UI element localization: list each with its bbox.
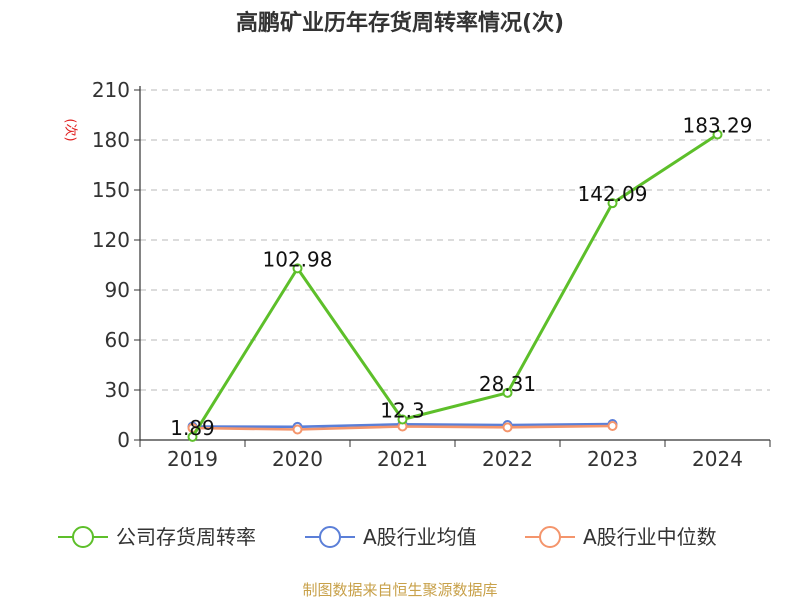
data-label: 28.31: [479, 372, 536, 396]
legend-item[interactable]: A股行业均值: [305, 525, 477, 549]
data-label: 102.98: [263, 247, 333, 271]
data-point[interactable]: [712, 129, 723, 140]
data-label: 12.3: [380, 399, 425, 423]
x-tick-label: 2022: [482, 447, 533, 471]
x-tick-label: 2019: [167, 447, 218, 471]
x-tick-label: 2023: [587, 447, 638, 471]
data-point[interactable]: [292, 424, 303, 435]
legend-label: A股行业中位数: [583, 525, 717, 549]
y-tick-label: 120: [92, 228, 130, 252]
x-tick-label: 2020: [272, 447, 323, 471]
data-label: 142.09: [578, 182, 648, 206]
legend-label: A股行业均值: [363, 525, 477, 549]
series-lines: [187, 129, 723, 442]
chart-title: 高鹏矿业历年存货周转率情况(次): [236, 10, 564, 36]
data-labels: 1.89 102.98 12.3 28.31 142.09 183.29: [170, 114, 752, 440]
legend-marker-icon: [539, 526, 561, 548]
legend-item[interactable]: A股行业中位数: [525, 525, 717, 549]
legend-item[interactable]: 公司存货周转率: [58, 525, 256, 549]
grid-lines: [140, 89, 770, 391]
y-tick-label: 90: [105, 278, 130, 302]
source-note: 制图数据来自恒生聚源数据库: [302, 581, 497, 599]
data-point[interactable]: [187, 431, 198, 442]
series-line-0: [191, 133, 719, 439]
y-axis-unit-label: (次): [63, 118, 79, 141]
axes: 0 30 60 90 120 150 180 210 2019 2020 2021 2022 2023 2…: [92, 78, 771, 471]
data-point[interactable]: [607, 198, 618, 209]
y-tick-label: 210: [92, 78, 130, 102]
x-tick-label: 2024: [692, 447, 743, 471]
data-point[interactable]: [607, 421, 618, 431]
data-label: 1.89: [170, 416, 215, 440]
y-tick-label: 180: [92, 128, 130, 152]
legend-marker-icon: [319, 526, 341, 548]
legend[interactable]: 公司存货周转率 A股行业均值 A股行业中位数: [58, 525, 717, 549]
y-tick-label: 60: [105, 328, 130, 352]
legend-marker-icon: [72, 526, 94, 548]
data-point[interactable]: [397, 414, 408, 425]
y-tick-label: 0: [117, 428, 130, 452]
y-tick-label: 30: [105, 378, 130, 402]
data-point[interactable]: [292, 263, 303, 274]
y-tick-label: 150: [92, 178, 130, 202]
data-point[interactable]: [502, 387, 513, 398]
legend-label: 公司存货周转率: [116, 525, 256, 549]
data-label: 183.29: [683, 114, 753, 138]
data-point[interactable]: [502, 422, 513, 433]
x-tick-label: 2021: [377, 447, 428, 471]
